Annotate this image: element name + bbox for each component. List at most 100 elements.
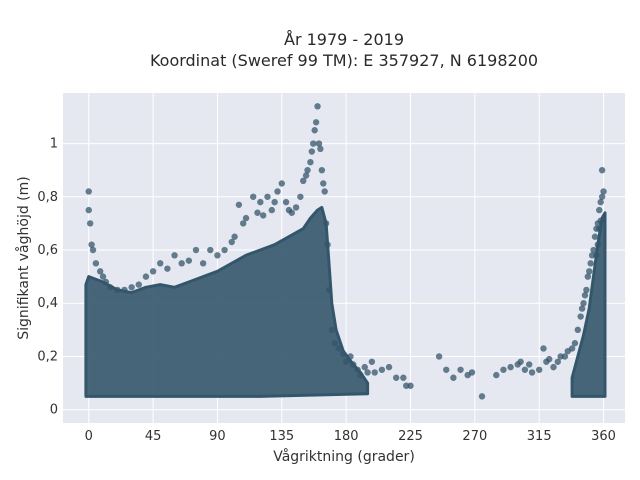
data-point xyxy=(260,212,267,219)
dense-cloud-north xyxy=(570,211,607,398)
data-point xyxy=(593,252,600,259)
data-point xyxy=(85,206,92,214)
data-point xyxy=(594,241,602,248)
data-point xyxy=(264,193,271,200)
data-point xyxy=(371,369,378,376)
data-point xyxy=(328,326,336,334)
x-axis-label: Vågriktning (grader) xyxy=(273,448,415,465)
data-point xyxy=(228,238,235,246)
data-point xyxy=(302,172,310,179)
data-point xyxy=(568,345,576,352)
data-point xyxy=(192,246,200,254)
x-tick-label: 225 xyxy=(398,429,423,444)
data-point xyxy=(96,268,104,275)
data-point xyxy=(268,206,275,214)
data-point xyxy=(528,369,536,376)
data-point xyxy=(587,260,594,267)
data-point xyxy=(231,233,238,240)
data-point xyxy=(354,366,361,373)
data-point xyxy=(392,374,400,381)
data-point xyxy=(561,353,569,360)
data-point xyxy=(591,233,599,240)
data-point xyxy=(317,145,324,153)
data-point xyxy=(142,273,150,280)
data-point xyxy=(199,260,207,267)
data-point xyxy=(114,286,121,294)
data-point xyxy=(350,361,357,368)
data-point xyxy=(517,358,524,365)
data-point xyxy=(321,188,328,195)
data-point xyxy=(493,371,500,379)
x-tick-label: 90 xyxy=(209,429,226,444)
data-point xyxy=(312,119,320,126)
data-point xyxy=(314,103,321,110)
y-tick-label: 0,4 xyxy=(37,296,58,311)
data-point xyxy=(385,363,393,371)
data-point xyxy=(86,220,94,227)
data-point xyxy=(135,281,142,288)
data-point xyxy=(400,374,407,381)
chart-subtitle: Koordinat (Sweref 99 TM): E 357927, N 61… xyxy=(150,51,538,70)
data-point xyxy=(584,273,592,280)
x-tick-label: 270 xyxy=(462,429,487,444)
data-point xyxy=(102,278,110,286)
data-point xyxy=(357,371,364,379)
data-point xyxy=(597,198,604,206)
data-point xyxy=(121,286,128,294)
data-point xyxy=(164,265,171,272)
data-point xyxy=(292,204,300,211)
data-point xyxy=(443,366,450,373)
y-tick-label: 0,8 xyxy=(37,190,58,205)
data-point xyxy=(185,257,193,264)
data-point xyxy=(554,358,561,365)
data-point xyxy=(590,246,597,254)
data-point xyxy=(583,286,590,294)
data-point xyxy=(235,201,243,208)
data-point xyxy=(88,241,95,248)
data-point xyxy=(171,252,178,259)
data-point xyxy=(580,300,587,307)
data-point xyxy=(331,339,338,347)
data-point xyxy=(450,374,457,381)
data-point xyxy=(598,166,606,174)
data-point xyxy=(106,284,114,291)
data-point xyxy=(347,353,354,360)
data-point xyxy=(85,188,92,195)
data-point xyxy=(571,339,579,347)
x-tick-label: 135 xyxy=(269,429,294,444)
data-point xyxy=(307,158,314,166)
data-point xyxy=(311,127,318,134)
data-point xyxy=(457,366,464,373)
data-point xyxy=(364,369,371,376)
y-axis-label: Signifikant våghöjd (m) xyxy=(15,176,32,339)
data-point xyxy=(239,220,247,227)
data-point xyxy=(525,361,533,368)
data-point xyxy=(596,225,603,232)
data-point xyxy=(500,366,507,373)
data-point xyxy=(378,366,386,373)
data-point xyxy=(577,313,584,320)
data-point xyxy=(318,166,326,174)
data-point xyxy=(324,241,331,248)
data-point xyxy=(310,140,317,147)
data-point xyxy=(308,148,316,155)
data-point xyxy=(315,140,323,147)
data-points xyxy=(85,103,607,400)
data-point xyxy=(282,198,290,206)
data-point xyxy=(274,188,281,195)
data-point xyxy=(254,209,261,216)
data-point xyxy=(320,180,327,187)
data-point xyxy=(407,382,414,389)
data-point xyxy=(335,345,343,352)
data-point xyxy=(546,355,553,363)
data-point xyxy=(271,198,278,206)
data-point xyxy=(178,260,185,267)
data-point xyxy=(128,284,135,291)
data-point xyxy=(99,273,107,280)
data-point xyxy=(342,358,350,365)
data-point xyxy=(507,363,514,371)
data-point xyxy=(600,188,607,195)
dense-point-cloud xyxy=(84,205,607,398)
data-point xyxy=(478,393,486,400)
data-point xyxy=(574,326,582,334)
